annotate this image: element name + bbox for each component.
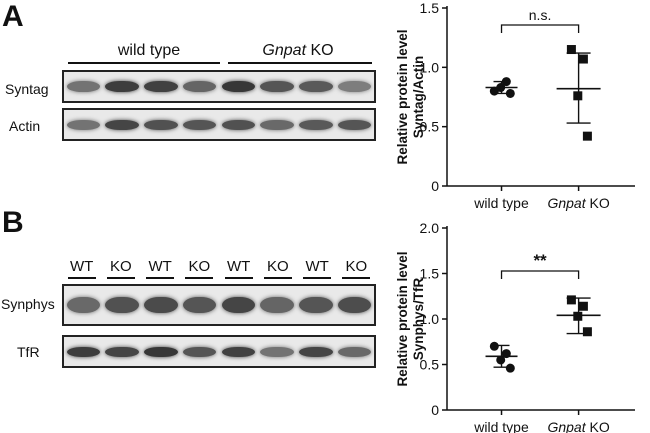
blot-label-syntag: Syntag: [5, 81, 49, 97]
lane-label: KO: [188, 258, 211, 275]
blot-band: [299, 81, 333, 92]
lane-underline: [106, 277, 135, 279]
group-underline-gnpat-ko: [228, 62, 372, 64]
lane-underline: [224, 277, 253, 279]
lane-underline: [303, 277, 332, 279]
lane-underline: [146, 277, 175, 279]
blot-band: [182, 81, 217, 92]
blot-band: [182, 297, 217, 313]
blot-band: [105, 81, 139, 92]
data-point: [496, 355, 506, 365]
blot-tfr: [62, 335, 376, 368]
y-tick-label: 0.5: [420, 357, 440, 373]
blot-band: [337, 81, 372, 92]
blot-band: [105, 346, 139, 357]
ko-suffix: KO: [306, 42, 334, 59]
data-point: [505, 88, 515, 98]
blot-band: [221, 81, 256, 92]
lane-underline: [263, 277, 292, 279]
blot-band: [182, 346, 217, 357]
significance-label: n.s.: [529, 7, 552, 23]
significance-bracket: [500, 270, 580, 279]
blot-band: [337, 297, 372, 313]
x-tick-label: Gnpat KO: [547, 419, 609, 433]
blot-band: [337, 119, 372, 130]
lane-underline: [342, 277, 371, 279]
blot-band: [260, 297, 294, 313]
blot-band: [260, 81, 294, 92]
data-point: [573, 91, 583, 101]
lane-underline: [67, 277, 96, 279]
blot-syntag: [62, 70, 376, 103]
data-point: [582, 327, 592, 337]
lane-underline: [185, 277, 214, 279]
blot-label-tfr: TfR: [17, 344, 40, 360]
lane-label: KO: [345, 258, 368, 275]
data-point: [566, 295, 576, 305]
panel-letter-a: A: [2, 0, 24, 33]
blot-band: [66, 297, 101, 313]
blot-band: [299, 297, 333, 313]
blot-label-synphys: Synphys: [1, 296, 55, 312]
blot-band: [299, 119, 333, 130]
group-label-wild-type: wild type: [117, 42, 181, 59]
x-tick-label: wild type: [473, 419, 529, 433]
blot-band: [144, 346, 178, 357]
data-point: [566, 45, 576, 55]
significance-bracket: [500, 24, 580, 33]
y-tick-label: 2.0: [420, 220, 440, 236]
lane-label: WT: [305, 258, 329, 275]
lane-label: KO: [267, 258, 289, 275]
y-tick-label: 1.0: [420, 59, 440, 75]
group-underline-wild-type: [68, 62, 220, 64]
data-point: [582, 131, 592, 141]
blot-band: [221, 297, 256, 313]
y-tick-label: 0: [431, 402, 439, 418]
y-tick-label: 1.5: [420, 0, 440, 16]
panel-letter-b: B: [2, 206, 24, 239]
blot-label-actin: Actin: [9, 118, 41, 134]
blot-band: [66, 119, 101, 130]
y-tick-label: 0: [431, 178, 439, 194]
y-axis-label-line1: Relative protein level: [395, 251, 410, 386]
y-axis-label-line2: Syntag/Actin: [411, 56, 426, 139]
blot-band: [144, 297, 178, 313]
y-axis-label-line1: Relative protein level: [395, 29, 410, 164]
lane-label: WT: [148, 258, 172, 275]
group-label-gnpat-ko: Gnpat KO: [228, 42, 368, 60]
data-point: [489, 341, 499, 351]
lane-label: WT: [226, 258, 251, 275]
data-point: [573, 311, 583, 321]
x-tick-label: Gnpat KO: [547, 195, 609, 211]
lane-label: KO: [110, 258, 132, 275]
blot-band: [221, 119, 256, 130]
y-tick-label: 0.5: [420, 119, 440, 135]
blot-band: [260, 119, 294, 130]
blot-band: [144, 119, 178, 130]
blot-band: [221, 346, 256, 357]
blot-band: [66, 346, 101, 357]
y-axis-label-line2: Synphys/TfR: [411, 277, 426, 360]
blot-band: [337, 346, 372, 357]
data-point: [578, 301, 588, 311]
y-tick-label: 1.5: [420, 266, 440, 282]
data-point: [505, 363, 515, 373]
x-tick-label: wild type: [473, 195, 529, 211]
y-tick-label: 1.0: [420, 311, 440, 327]
blot-band: [66, 81, 101, 92]
lane-label: WT: [69, 258, 94, 275]
blot-band: [182, 119, 217, 130]
blot-band: [105, 297, 139, 313]
gene-name: Gnpat: [262, 42, 307, 59]
significance-label: **: [533, 251, 547, 270]
blot-band: [299, 346, 333, 357]
blot-band: [105, 119, 139, 130]
blot-band: [260, 346, 294, 357]
data-point: [578, 54, 588, 64]
chart-synphys-tfr: 0 0.5 1.0 1.5 2.0 wild type Gnpat KO Relative p…: [395, 220, 635, 433]
blot-band: [144, 81, 178, 92]
blot-actin: [62, 108, 376, 141]
chart-syntag-actin: 0 0.5 1.0 1.5 wild type Gnpat KO Relative prot…: [395, 0, 635, 211]
blot-synphys: [62, 284, 376, 326]
